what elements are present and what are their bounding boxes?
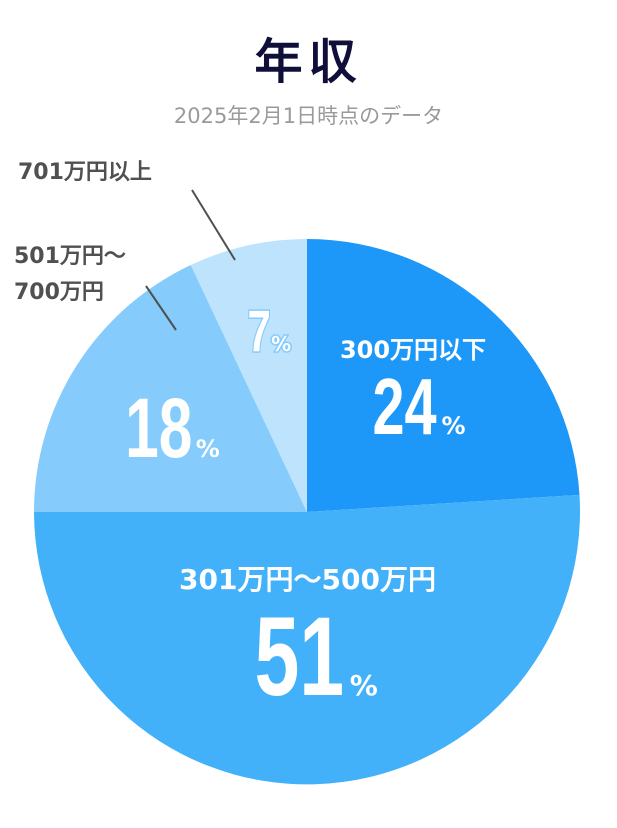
chart-title: 年収 [254, 34, 363, 90]
unit-300-below: % [441, 412, 466, 440]
leader-line-501-700 [145, 285, 177, 331]
category-301-500: 301万円〜500万円 [179, 563, 436, 596]
unit-701-above: % [270, 331, 293, 358]
value-300-below: 24 [372, 362, 438, 451]
label-701-above: 701万円以上 [18, 160, 152, 185]
slice-701-above [190, 239, 307, 512]
label-501-700-line1: 501万円〜 [14, 244, 126, 269]
value-501-700: 18 [125, 381, 193, 475]
unit-501-700: % [195, 435, 220, 463]
slice-label-301-500: 301万円〜500万円 51% [140, 558, 475, 721]
chart-subtitle: 2025年2月1日時点のデータ [173, 104, 444, 128]
value-701-above: 7 [246, 298, 271, 366]
unit-301-500: % [349, 669, 378, 702]
slice-501-700 [34, 265, 307, 512]
leader-line-701-above [191, 189, 236, 261]
label-501-700-line2: 700万円 [14, 280, 104, 305]
slice-label-701-above: 7% [232, 298, 302, 366]
value-301-500: 51 [254, 594, 345, 719]
slice-300-below [307, 239, 580, 512]
slice-label-300-below: 300万円以下 24% [318, 330, 508, 453]
slice-label-501-700: 18% [96, 380, 236, 477]
slice-301-500 [34, 494, 580, 785]
category-300-below: 300万円以下 [339, 336, 487, 364]
